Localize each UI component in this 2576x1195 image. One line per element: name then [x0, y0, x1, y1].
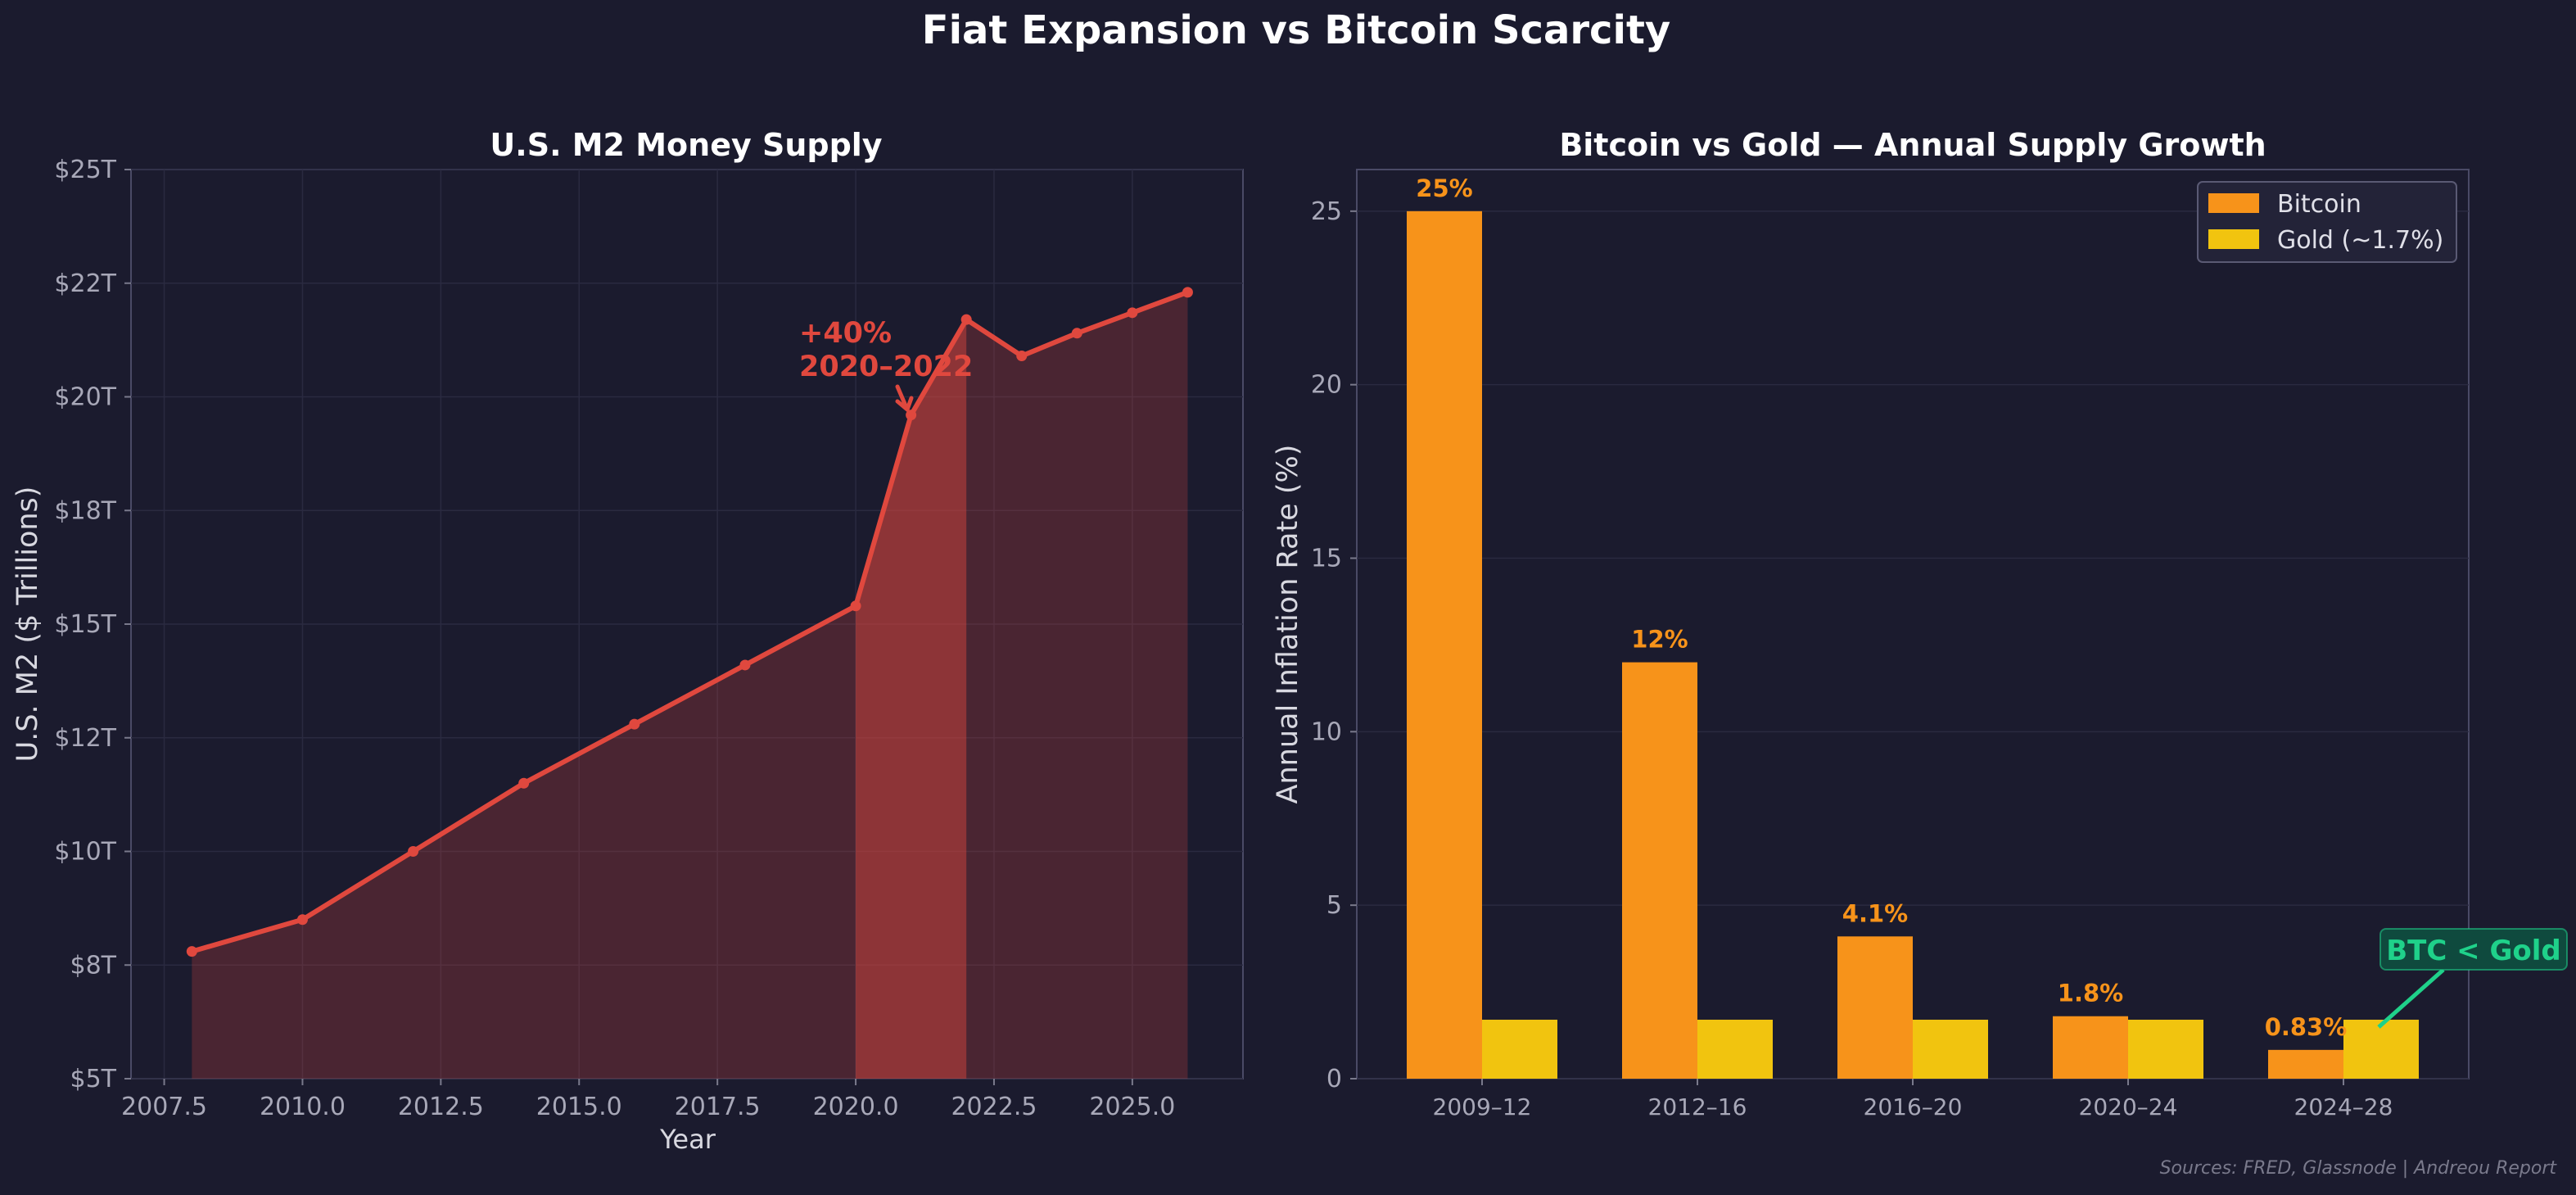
m2-y-tick-label: $5T — [70, 1065, 117, 1093]
m2-x-tick-labels: 2007.5 2010.0 2012.5 2015.0 2017.5 2020.0 2022… — [121, 1079, 1175, 1121]
m2-data-point — [186, 946, 197, 957]
bitcoin-bar — [1407, 210, 1482, 1079]
supply-growth-legend: Bitcoin Gold (~1.7%) — [2197, 181, 2457, 263]
legend-label-gold: Gold (~1.7%) — [2277, 226, 2443, 255]
supply-growth-y-tick-label: 10 — [1311, 717, 1342, 746]
btc-gold-annotation-box — [2379, 928, 2568, 971]
supply-growth-x-tick-labels: 2009–12 2012–16 2016–20 2020–24 2024–28 — [1433, 1079, 2393, 1120]
figure-title: Fiat Expansion vs Bitcoin Scarcity — [922, 7, 1670, 53]
m2-x-tick-label: 2015.0 — [536, 1093, 622, 1121]
m2-y-tick-label: $10T — [54, 838, 116, 867]
bitcoin-value-label: 12% — [1631, 626, 1688, 654]
m2-area — [192, 292, 1188, 1080]
supply-growth-x-tick-label: 2020–24 — [2079, 1093, 2178, 1120]
m2-gridlines — [131, 169, 1243, 1080]
m2-y-tick-label: $12T — [54, 724, 116, 753]
m2-data-point — [1182, 287, 1193, 298]
gold-bar — [1482, 1019, 1557, 1079]
supply-growth-y-tick-label: 0 — [1326, 1065, 1342, 1093]
m2-annotation-line1: +40% — [799, 317, 892, 350]
supply-growth-y-tick-label: 5 — [1326, 891, 1342, 920]
bitcoin-value-label: 0.83% — [2265, 1013, 2348, 1041]
bitcoin-value-label: 1.8% — [2058, 980, 2123, 1007]
supply-growth-bars — [1407, 210, 2419, 1079]
m2-area-fill — [192, 292, 1188, 1080]
bitcoin-bar — [2268, 1049, 2343, 1079]
m2-data-points — [186, 287, 1193, 957]
legend-swatch-bitcoin — [2208, 193, 2259, 213]
supply-growth-y-tick-label: 25 — [1311, 197, 1342, 226]
m2-x-tick-label: 2020.0 — [813, 1093, 899, 1121]
m2-x-tick-label: 2012.5 — [398, 1093, 484, 1121]
m2-x-axis-label: Year — [659, 1124, 716, 1155]
m2-data-point — [296, 914, 308, 926]
m2-highlight-2020-2022 — [856, 319, 967, 1079]
m2-y-tick-label: $25T — [54, 156, 116, 184]
m2-y-tick-label: $18T — [54, 496, 116, 525]
m2-x-tick-label: 2025.0 — [1089, 1093, 1175, 1121]
m2-data-point — [1071, 328, 1082, 339]
bitcoin-bar — [1622, 662, 1697, 1079]
m2-annotation-arrow — [895, 384, 914, 414]
m2-x-tick-label: 2017.5 — [675, 1093, 761, 1121]
m2-data-point — [850, 600, 861, 612]
legend-box — [2197, 181, 2457, 263]
m2-data-point — [629, 718, 640, 730]
m2-y-tick-labels: $5T $8T $10T $12T $15T $18T $20T $22T $25T — [54, 156, 131, 1093]
supply-growth-y-tick-label: 15 — [1311, 545, 1342, 573]
m2-y-tick-label: $15T — [54, 610, 116, 639]
gold-bar — [1697, 1019, 1773, 1079]
bitcoin-value-label: 25% — [1416, 174, 1472, 202]
m2-y-tick-label: $8T — [70, 951, 117, 980]
supply-growth-y-tick-label: 20 — [1311, 371, 1342, 400]
supply-growth-x-tick-label: 2012–16 — [1648, 1093, 1747, 1120]
supply-growth-x-tick-label: 2024–28 — [2294, 1093, 2393, 1120]
gold-bar — [2128, 1019, 2203, 1079]
supply-growth-plot-area — [1356, 169, 2470, 1080]
m2-y-tick-label: $20T — [54, 383, 116, 412]
supply-growth-chart-panel: Bitcoin vs Gold — Annual Supply Growth 2… — [1272, 127, 2568, 1120]
supply-growth-y-axis-label: Annual Inflation Rate (%) — [1272, 445, 1304, 804]
gold-bar — [2343, 1019, 2419, 1079]
m2-data-point — [960, 314, 972, 325]
btc-gold-annotation-text: BTC < Gold — [2386, 935, 2560, 967]
supply-growth-y-tick-labels: 0 5 10 15 20 25 — [1311, 197, 1357, 1093]
m2-chart-title: U.S. M2 Money Supply — [490, 127, 882, 163]
bitcoin-value-label: 4.1% — [1842, 899, 1908, 927]
m2-chart-panel: U.S. M2 Money Supply 2007.5 2010.0 2012.5 2… — [11, 127, 1244, 1155]
m2-x-tick-label: 2010.0 — [260, 1093, 346, 1121]
m2-data-point — [739, 659, 751, 671]
btc-gold-annotation-arrow — [2377, 968, 2445, 1029]
bitcoin-bar — [2053, 1016, 2128, 1079]
m2-annotation: +40% 2020–2022 — [799, 317, 973, 414]
legend-label-bitcoin: Bitcoin — [2277, 190, 2361, 219]
bitcoin-bar — [1837, 936, 1913, 1079]
m2-data-point — [518, 777, 530, 789]
m2-data-point — [1127, 307, 1138, 319]
bitcoin-value-labels: 25% 12% 4.1% 1.8% 0.83% — [1416, 174, 2347, 1041]
supply-growth-x-tick-label: 2009–12 — [1433, 1093, 1532, 1120]
m2-x-tick-label: 2007.5 — [121, 1093, 207, 1121]
m2-data-point — [1016, 351, 1028, 362]
source-note: Sources: FRED, Glassnode | Andreou Repor… — [2160, 1158, 2558, 1179]
btc-gold-annotation: BTC < Gold — [2377, 928, 2568, 1029]
gold-bar — [1913, 1019, 1988, 1079]
m2-y-axis-label: U.S. M2 ($ Trillions) — [11, 487, 44, 763]
m2-x-tick-label: 2022.5 — [951, 1093, 1037, 1121]
supply-growth-chart-title: Bitcoin vs Gold — Annual Supply Growth — [1559, 127, 2266, 163]
supply-growth-x-tick-label: 2016–20 — [1864, 1093, 1963, 1120]
m2-y-tick-label: $22T — [54, 269, 116, 298]
m2-data-point — [408, 846, 419, 857]
legend-swatch-gold — [2208, 229, 2259, 249]
m2-annotation-line2: 2020–2022 — [799, 351, 973, 383]
